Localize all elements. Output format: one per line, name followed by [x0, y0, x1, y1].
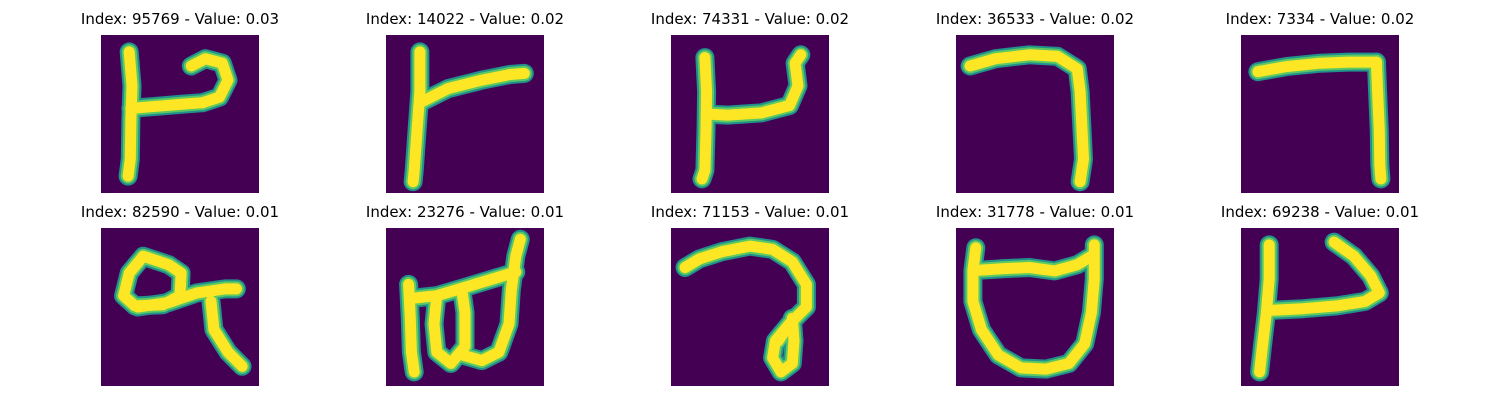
sample-title: Index: 69238 - Value: 0.01: [1200, 201, 1440, 223]
sample-panel: Index: 14022 - Value: 0.02: [345, 8, 585, 188]
sample-panel: Index: 7334 - Value: 0.02: [1200, 8, 1440, 188]
digit-image: [101, 228, 259, 386]
sample-title: Index: 95769 - Value: 0.03: [60, 8, 300, 30]
digit-stroke: [128, 52, 132, 176]
digit-image: [1241, 35, 1399, 193]
sample-panel: Index: 69238 - Value: 0.01: [1200, 201, 1440, 381]
digit-glyph-svg: [101, 35, 259, 193]
digit-glyph-svg: [386, 35, 544, 193]
sample-title: Index: 14022 - Value: 0.02: [345, 8, 585, 30]
digit-image: [1241, 228, 1399, 386]
digit-glyph-svg: [101, 228, 259, 386]
sample-panel: Index: 95769 - Value: 0.03: [60, 8, 300, 188]
sample-panel: Index: 23276 - Value: 0.01: [345, 201, 585, 381]
sample-title: Index: 82590 - Value: 0.01: [60, 201, 300, 223]
digit-glyph-svg: [1241, 228, 1399, 386]
sample-panel: Index: 71153 - Value: 0.01: [630, 201, 870, 381]
digit-image: [386, 35, 544, 193]
sample-panel: Index: 36533 - Value: 0.02: [915, 8, 1155, 188]
sample-title: Index: 71153 - Value: 0.01: [630, 201, 870, 223]
digit-stroke: [970, 55, 1083, 182]
digit-glyph-svg: [671, 35, 829, 193]
sample-title: Index: 31778 - Value: 0.01: [915, 201, 1155, 223]
digit-glyph-svg: [386, 228, 544, 386]
digit-image: [956, 35, 1114, 193]
digit-stroke: [1376, 62, 1381, 179]
digit-glyph-svg: [1241, 35, 1399, 193]
digit-image: [386, 228, 544, 386]
digit-glyph-svg: [671, 228, 829, 386]
sample-panel: Index: 31778 - Value: 0.01: [915, 201, 1155, 381]
digit-stroke: [970, 55, 1083, 182]
sample-title: Index: 36533 - Value: 0.02: [915, 8, 1155, 30]
sample-title: Index: 23276 - Value: 0.01: [345, 201, 585, 223]
sample-title: Index: 7334 - Value: 0.02: [1200, 8, 1440, 30]
digit-glyph-svg: [956, 35, 1114, 193]
sample-title: Index: 74331 - Value: 0.02: [630, 8, 870, 30]
digit-stroke: [970, 55, 1083, 182]
digit-image: [956, 228, 1114, 386]
digit-glyph-svg: [956, 228, 1114, 386]
digit-image: [671, 228, 829, 386]
digit-image: [101, 35, 259, 193]
sample-panel: Index: 74331 - Value: 0.02: [630, 8, 870, 188]
digit-image: [671, 35, 829, 193]
digit-stroke: [131, 103, 203, 109]
sample-panel: Index: 82590 - Value: 0.01: [60, 201, 300, 381]
